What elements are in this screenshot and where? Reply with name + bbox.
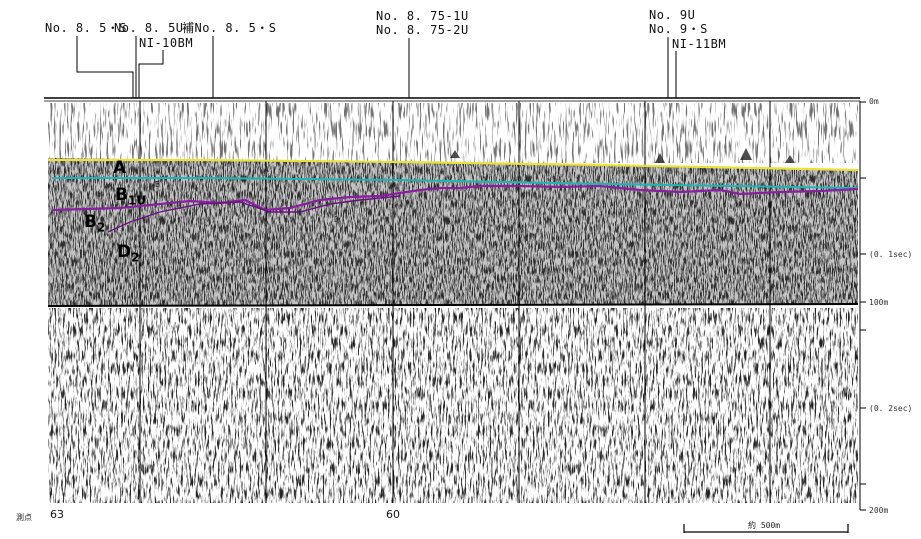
station-label-no875-2u: No. 8. 75-2U xyxy=(376,23,469,37)
depth-label-100m: 100m xyxy=(869,298,889,307)
shot-point-63: 63 xyxy=(50,508,64,521)
horizon-label-B1U: B1U xyxy=(115,185,147,208)
horizon-A-line xyxy=(48,158,859,172)
station-label-no9s: No. 9・S xyxy=(649,22,708,36)
horizon-D2-line xyxy=(107,195,401,233)
water-column-texture xyxy=(48,103,858,163)
station-leader-lines xyxy=(76,36,677,98)
horizon-label-A: A xyxy=(113,158,127,178)
sediment-shade xyxy=(48,158,858,305)
station-label-no85s: No. 8. 5・S xyxy=(45,21,128,35)
shot-point-60: 60 xyxy=(386,508,400,521)
scale-bar-label: 約 500m xyxy=(748,521,781,530)
depth-label-02sec: (0. 2sec) xyxy=(869,404,913,413)
station-label-ho-no85s: 補No. 8. 5・S xyxy=(182,21,277,35)
depth-label-01sec: (0. 1sec) xyxy=(869,250,913,259)
depth-label-0m: 0m xyxy=(869,97,879,106)
seafloor-features xyxy=(450,148,795,163)
inline-label-A: A xyxy=(264,165,269,174)
shot-point-caption: 測点 xyxy=(16,513,32,522)
scale-bar xyxy=(683,524,849,533)
station-label-no9u: No. 9U xyxy=(649,8,696,22)
multiple-reflection xyxy=(47,303,859,307)
station-label-ni11bm: NI-11BM xyxy=(672,37,727,51)
station-label-no85u: No. 8. 5U xyxy=(114,21,184,35)
station-label-ni10bm: NI-10BM xyxy=(139,36,194,50)
depth-label-200m: 200m xyxy=(869,506,889,515)
inline-label-D: D xyxy=(334,215,339,224)
horizon-label-B2: B2 xyxy=(84,212,106,235)
deep-section-texture xyxy=(48,308,858,503)
inline-label-B: B xyxy=(155,180,160,189)
depth-axis xyxy=(859,101,866,511)
horizon-label-D2: D2 xyxy=(117,242,140,265)
sediment-texture xyxy=(48,158,858,305)
station-label-no875-1u: No. 8. 75-1U xyxy=(376,9,469,23)
horizon-B1U-line xyxy=(52,177,859,189)
